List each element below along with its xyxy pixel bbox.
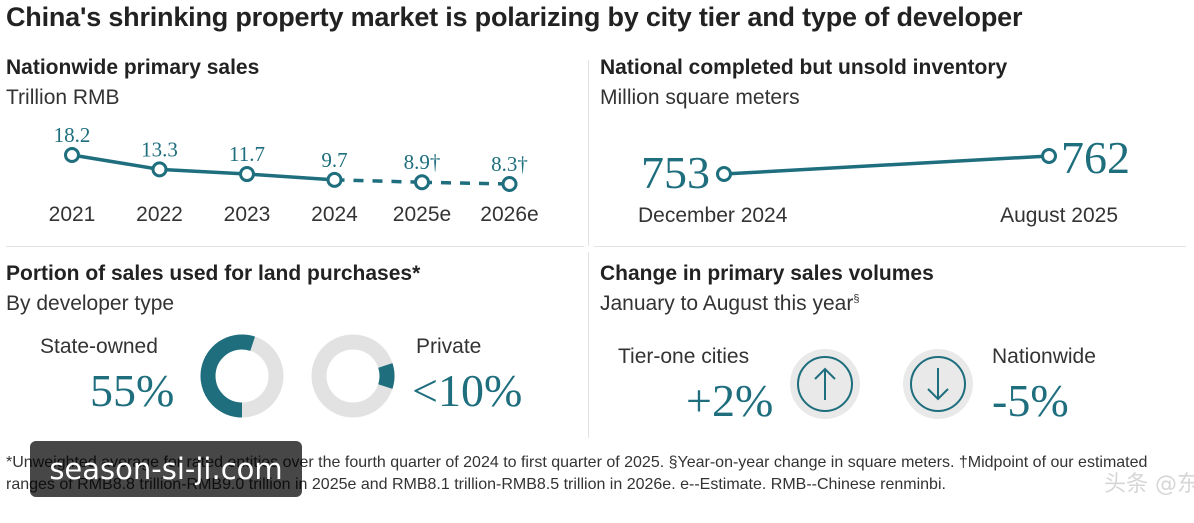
- sales-value-label-2021: 18.2: [54, 123, 91, 147]
- sales-chart-title: Nationwide primary sales: [6, 56, 260, 79]
- volume-chart-title: Change in primary sales volumes: [600, 262, 934, 285]
- watermark-badge: season-si-ji.com: [30, 441, 302, 497]
- sales-x-label-2025e: 2025e: [393, 203, 451, 226]
- sales-x-label-2024: 2024: [311, 203, 358, 226]
- sales-value-label-2026e: 8.3†: [491, 152, 528, 176]
- inventory-x-label-2: August 2025: [1000, 204, 1118, 227]
- sales-point-2024: [326, 171, 343, 188]
- state-owned-value: 55%: [90, 365, 175, 416]
- sales-point-2025e: [414, 174, 430, 191]
- sales-point-2021: [64, 147, 80, 163]
- inventory-x-label-1: December 2024: [638, 204, 788, 227]
- sales-point-2022: [151, 161, 168, 178]
- inventory-value-label-1: 753: [641, 147, 710, 198]
- inventory-line-chart: 753 762 December 2024 August 2025: [638, 132, 1130, 227]
- inventory-line-segment: [723, 154, 1050, 176]
- sales-value-label-2023: 11.7: [229, 142, 265, 166]
- inventory-chart-title: National completed but unsold inventory: [600, 56, 1008, 79]
- vertical-divider-top: [588, 60, 589, 246]
- horizontal-divider-left: [6, 246, 584, 247]
- sales-line-segment-4: [334, 178, 423, 184]
- nationwide-label: Nationwide: [992, 345, 1096, 368]
- volume-subtitle-text: January to August this year: [600, 292, 854, 315]
- sales-chart-subtitle: Trillion RMB: [6, 86, 120, 109]
- inventory-point-1: [716, 166, 732, 182]
- inventory-chart-subtitle: Million square meters: [600, 86, 800, 109]
- sales-value-label-2025e: 8.9†: [404, 150, 441, 174]
- sales-line-chart: 18.2 2021 13.3 2022 11.7 2023 9.7 2024 8.9† 2025e…: [49, 123, 539, 226]
- page-title: China's shrinking property market is pol…: [6, 2, 1023, 32]
- land-donut-charts: [200, 334, 395, 418]
- state-owned-label: State-owned: [40, 335, 158, 358]
- sales-x-label-2022: 2022: [136, 203, 183, 226]
- inventory-value-label-2: 762: [1061, 132, 1130, 183]
- sales-line-segment-1: [71, 153, 160, 172]
- private-label: Private: [416, 335, 482, 358]
- sales-x-label-2023: 2023: [224, 203, 271, 226]
- tier-one-value: +2%: [686, 375, 774, 426]
- sales-x-label-2026e: 2026e: [480, 203, 538, 226]
- land-chart-title: Portion of sales used for land purchases…: [6, 262, 421, 285]
- volume-chart-subtitle: January to August this year§: [600, 292, 859, 316]
- tier-one-label: Tier-one cities: [618, 345, 750, 368]
- sales-value-label-2024: 9.7: [321, 148, 347, 172]
- sales-line-segment-3: [246, 172, 335, 182]
- sales-point-2026e: [501, 176, 518, 192]
- sales-line-segment-2: [159, 167, 248, 176]
- donut-segment-1: [200, 334, 284, 418]
- sales-x-label-2021: 2021: [49, 203, 96, 226]
- vertical-divider-bottom: [588, 252, 589, 438]
- down-arrow-icon: [903, 349, 973, 419]
- watermark-text: 头条 @东吴兰: [1104, 472, 1194, 497]
- private-value: <10%: [412, 365, 523, 416]
- donut-track-2: [311, 334, 395, 418]
- land-chart-subtitle: By developer type: [6, 292, 175, 315]
- horizontal-divider-right: [594, 246, 1186, 247]
- sales-value-label-2022: 13.3: [141, 137, 178, 161]
- nationwide-value: -5%: [992, 375, 1069, 426]
- inventory-point-2: [1041, 148, 1057, 164]
- sales-line-segment-5: [421, 180, 510, 186]
- up-arrow-icon: [790, 349, 860, 419]
- volume-subtitle-mark: §: [853, 293, 860, 305]
- sales-point-2023: [239, 166, 255, 183]
